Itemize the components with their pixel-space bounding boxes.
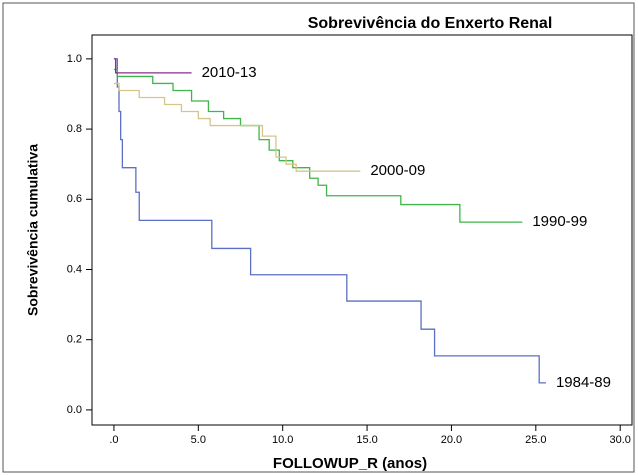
x-tick-label: 10.0 bbox=[272, 434, 293, 446]
x-tick-label: 20.0 bbox=[441, 434, 462, 446]
y-tick-label: 0.0 bbox=[67, 404, 82, 416]
chart-title: Sobrevivência do Enxerto Renal bbox=[308, 15, 553, 32]
y-tick-label: 1.0 bbox=[67, 53, 82, 65]
survival-curve bbox=[113, 68, 523, 223]
y-tick-label: 0.6 bbox=[67, 193, 82, 205]
series-label: 2010-13 bbox=[202, 64, 257, 81]
survival-curve bbox=[113, 82, 361, 172]
x-tick-label: 30.0 bbox=[609, 434, 630, 446]
y-tick-label: 0.8 bbox=[67, 123, 82, 135]
series-label: 1984-89 bbox=[556, 374, 611, 391]
x-axis-label: FOLLOWUP_R (anos) bbox=[273, 455, 427, 472]
survival-curve bbox=[113, 58, 192, 74]
plot-area bbox=[91, 34, 633, 426]
survival-curve bbox=[113, 58, 546, 384]
series-label: 1990-99 bbox=[532, 213, 587, 230]
x-tick-label: 15.0 bbox=[356, 434, 377, 446]
series-label: 2000-09 bbox=[370, 162, 425, 179]
x-tick-label: .0 bbox=[109, 434, 118, 446]
y-axis-label: Sobrevivência cumulativa bbox=[25, 144, 41, 316]
x-tick-label: 5.0 bbox=[191, 434, 206, 446]
y-tick-label: 0.4 bbox=[67, 263, 82, 275]
x-tick-label: 25.0 bbox=[525, 434, 546, 446]
y-tick-label: 0.2 bbox=[67, 334, 82, 346]
